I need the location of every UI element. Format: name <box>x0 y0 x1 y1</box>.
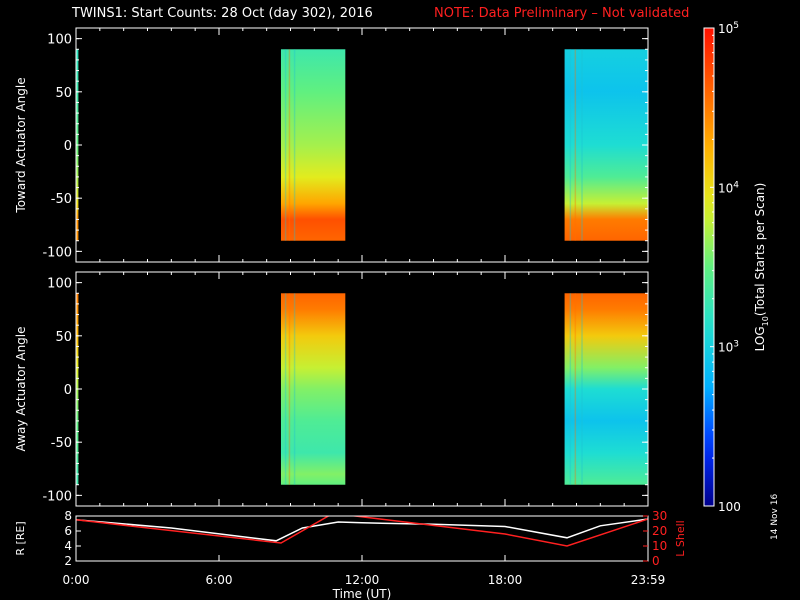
y-axis-label: Toward Actuator Angle <box>14 77 28 213</box>
colorbar-label-suffix: (Total Starts per Scan) <box>753 183 767 317</box>
x-axis-label: Time (UT) <box>332 587 392 600</box>
y-tick-label: 100 <box>47 277 72 292</box>
panel-toward: 100 50 0 -50 -100 Toward Actuator Angle <box>14 27 649 263</box>
texture-stripe <box>288 49 291 241</box>
left-y-tick-label: 8 <box>64 509 72 523</box>
panel-away: 100 50 0 -50 -100 Away Actuator Angle <box>14 271 649 507</box>
right-y-tick-label: 0 <box>652 554 660 568</box>
colorbar-gradient <box>703 27 715 507</box>
lshell-axis-label: L Shell <box>674 520 687 556</box>
y-tick-label: -100 <box>42 489 72 504</box>
colorbar-tick-exponent: 5 <box>733 21 739 31</box>
x-tick-label: 18:00 <box>488 573 523 587</box>
y-tick-label: 100 <box>47 33 72 48</box>
plot-frame <box>75 27 649 263</box>
colorbar-tick-label: 103 <box>718 340 739 355</box>
r-series-line <box>76 518 648 542</box>
y-axis-label: Away Actuator Angle <box>14 326 28 451</box>
plot-frame <box>75 271 649 507</box>
colorbar-tick-base: 10 <box>718 22 733 36</box>
colorbar-tick-exponent: 4 <box>733 180 739 190</box>
data-segment-2 <box>564 293 648 485</box>
colorbar-tick-label: 100 <box>718 500 741 514</box>
y-tick-label: -100 <box>42 245 72 260</box>
right-y-tick-label: 10 <box>652 539 667 553</box>
colorbar-tick-label: 104 <box>718 180 739 195</box>
date-stamp: 14 Nov 16 <box>770 493 780 540</box>
texture-stripe <box>288 293 291 485</box>
x-tick-label: 12:00 <box>345 573 380 587</box>
colorbar-label: LOG10(Total Starts per Scan) <box>753 183 770 352</box>
lshell-series-line <box>76 516 648 547</box>
r-axis-label: R [RE] <box>14 521 27 555</box>
colorbar-tick-base: 10 <box>718 341 733 355</box>
y-tick-label: 50 <box>55 86 72 101</box>
y-tick-label: 0 <box>64 139 72 154</box>
texture-stripe <box>581 293 583 485</box>
preliminary-note: NOTE: Data Preliminary – Not validated <box>434 6 690 21</box>
colorbar-tick-exponent: 3 <box>733 340 739 350</box>
right-y-tick-label: 20 <box>652 524 667 538</box>
colorbar-tick-base: 100 <box>718 500 741 514</box>
texture-stripe <box>574 49 577 241</box>
left-y-tick-label: 6 <box>64 524 72 538</box>
x-tick-label: 0:00 <box>63 573 90 587</box>
left-y-tick-label: 2 <box>64 554 72 568</box>
x-tick-label: 6:00 <box>206 573 233 587</box>
y-tick-label: -50 <box>51 192 72 207</box>
colorbar-tick-label: 105 <box>718 21 739 36</box>
y-tick-label: 0 <box>64 383 72 398</box>
data-segment-1 <box>280 49 346 241</box>
texture-stripe <box>284 293 287 485</box>
x-tick-label: 23:59 <box>631 573 666 587</box>
texture-stripe <box>569 49 572 241</box>
data-segment-1 <box>280 293 346 485</box>
chart-title: TWINS1: Start Counts: 28 Oct (day 302), … <box>72 6 373 21</box>
texture-stripe <box>293 293 296 485</box>
y-tick-label: 50 <box>55 330 72 345</box>
texture-stripe <box>284 49 287 241</box>
colorbar-label-prefix: LOG <box>753 326 767 351</box>
right-y-tick-label: 30 <box>652 509 667 523</box>
y-tick-label: -50 <box>51 436 72 451</box>
texture-stripe <box>574 293 577 485</box>
data-segment-2 <box>564 49 648 241</box>
colorbar-label-subscript: 10 <box>761 316 770 326</box>
texture-stripe <box>581 49 583 241</box>
texture-stripe <box>569 293 572 485</box>
left-y-tick-label: 4 <box>64 539 72 553</box>
colorbar-tick-base: 10 <box>718 181 733 195</box>
texture-stripe <box>293 49 296 241</box>
